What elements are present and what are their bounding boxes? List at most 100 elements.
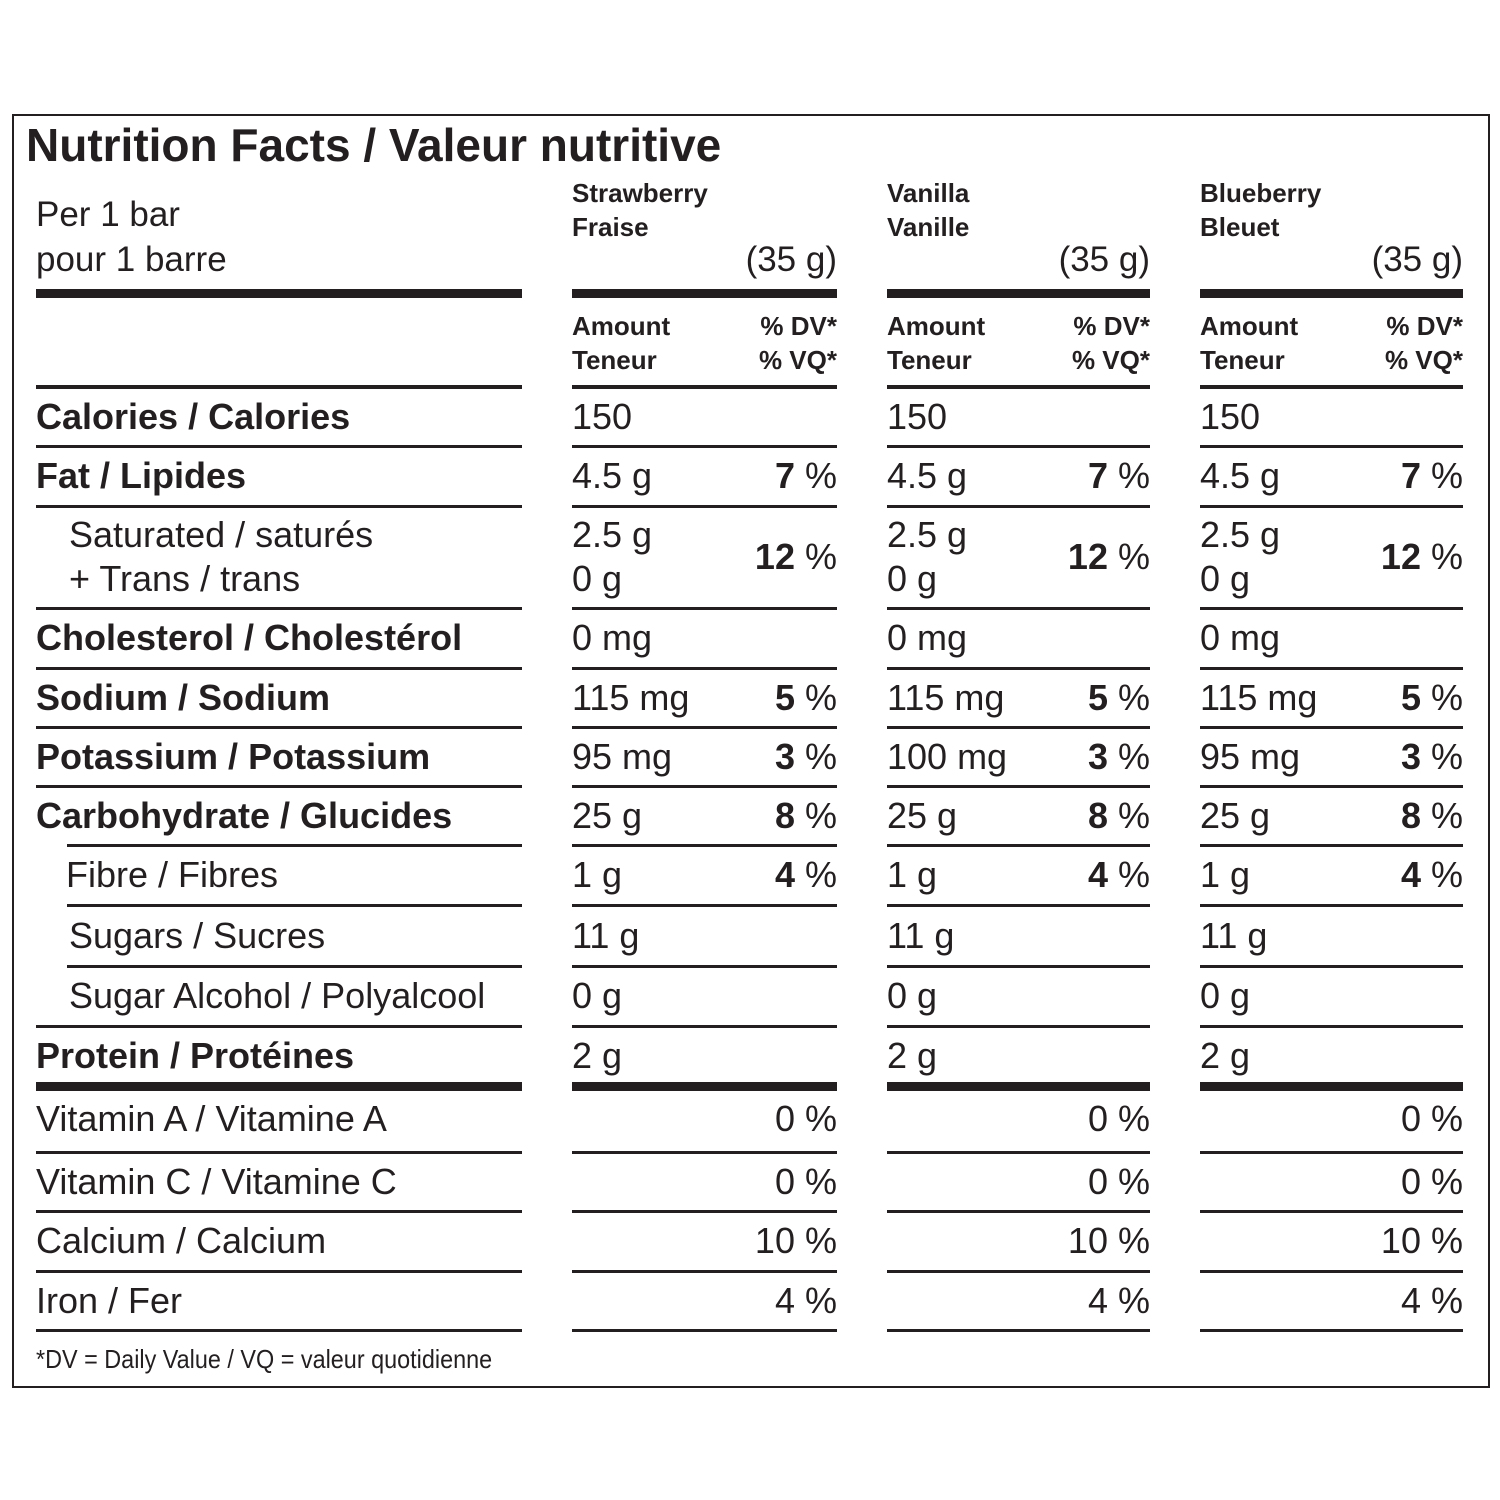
- row-divider: [1200, 844, 1463, 847]
- amount-value: 150: [1200, 395, 1261, 437]
- row-divider: [1200, 1151, 1463, 1154]
- trans-amount-value: 0 g: [572, 558, 623, 599]
- row-divider: [1200, 1270, 1463, 1273]
- dv-percent: 0 %: [774, 1160, 837, 1202]
- dv-percent: 10 %: [1067, 1220, 1150, 1261]
- nutrient-label: Sodium / Sodium: [36, 676, 330, 718]
- row-divider: [572, 1025, 837, 1028]
- thick-divider: [887, 289, 1150, 298]
- row-divider: [887, 667, 1150, 670]
- amount-value: 115 mg: [1200, 676, 1318, 718]
- row-divider: [36, 785, 522, 788]
- amount-header-fr: Teneur: [1200, 345, 1285, 375]
- amount-value: 4.5 g: [1200, 455, 1281, 496]
- row-divider: [36, 445, 522, 448]
- dv-percent: 7 %: [1087, 455, 1150, 496]
- row-divider: [36, 1329, 522, 1332]
- row-divider: [36, 1210, 522, 1213]
- row-divider: [887, 904, 1150, 907]
- flavor-name-fr: Vanille: [887, 212, 970, 242]
- row-divider: [67, 965, 522, 968]
- serving-size-fr: pour 1 barre: [36, 240, 227, 279]
- dv-percent: 12 %: [1380, 536, 1463, 577]
- amount-value: 100 mg: [887, 735, 1008, 777]
- amount-value: 1 g: [572, 854, 623, 895]
- thick-divider: [36, 289, 522, 298]
- flavor-name-en: Vanilla: [887, 178, 970, 208]
- flavor-weight: (35 g): [1371, 240, 1463, 279]
- dv-percent: 4 %: [1400, 854, 1463, 895]
- thick-divider: [1200, 289, 1463, 298]
- amount-value: 1 g: [1200, 854, 1251, 895]
- amount-value: 150: [572, 395, 633, 437]
- row-divider: [1200, 667, 1463, 670]
- dv-percent: 5 %: [774, 676, 837, 718]
- dv-percent: 3 %: [774, 735, 837, 777]
- flavor-weight: (35 g): [745, 240, 837, 279]
- amount-value: 4.5 g: [572, 455, 653, 496]
- flavor-name-fr: Bleuet: [1200, 212, 1280, 242]
- row-divider: [67, 844, 522, 847]
- dv-percent: 0 %: [1087, 1098, 1150, 1139]
- dv-percent: 8 %: [774, 794, 837, 836]
- amount-value: 2.5 g: [572, 514, 653, 555]
- dv-percent: 12 %: [1067, 536, 1150, 577]
- amount-value: 115 mg: [887, 676, 1005, 718]
- row-divider: [887, 1151, 1150, 1154]
- dv-percent: 10 %: [754, 1220, 837, 1261]
- dv-percent: 0 %: [774, 1098, 837, 1139]
- row-divider: [572, 904, 837, 907]
- nutrient-label: Fat / Lipides: [36, 455, 247, 496]
- row-divider: [887, 844, 1150, 847]
- amount-header: Amount: [887, 311, 986, 341]
- amount-value: 0 mg: [887, 617, 968, 658]
- row-divider: [887, 445, 1150, 448]
- vq-header: % VQ*: [758, 345, 837, 375]
- row-divider: [1200, 1329, 1463, 1332]
- dv-percent: 4 %: [1087, 1279, 1150, 1321]
- row-divider: [572, 785, 837, 788]
- row-divider: [887, 1329, 1150, 1332]
- nutrient-label: Potassium / Potassium: [36, 735, 431, 777]
- row-divider: [36, 505, 522, 508]
- nutrient-label-trans: + Trans / trans: [69, 558, 301, 599]
- row-divider: [572, 1082, 837, 1091]
- divider: [1200, 385, 1463, 389]
- nutrient-label: Cholesterol / Cholestérol: [36, 617, 463, 658]
- row-divider: [67, 904, 522, 907]
- dv-percent: 3 %: [1400, 735, 1463, 777]
- amount-value: 25 g: [887, 794, 958, 836]
- dv-percent: 7 %: [774, 455, 837, 496]
- nutrient-label: Iron / Fer: [36, 1279, 183, 1321]
- vq-header: % VQ*: [1071, 345, 1150, 375]
- footnote: *DV = Daily Value / VQ = valeur quotidie…: [36, 1344, 493, 1374]
- flavor-weight: (35 g): [1058, 240, 1150, 279]
- flavor-name-en: Blueberry: [1200, 178, 1322, 208]
- row-divider: [887, 1025, 1150, 1028]
- amount-value: 95 mg: [1200, 735, 1301, 777]
- row-divider: [887, 726, 1150, 729]
- amount-header: Amount: [572, 311, 671, 341]
- row-divider: [1200, 1082, 1463, 1091]
- serving-size-en: Per 1 bar: [36, 195, 180, 234]
- dv-percent: 8 %: [1400, 794, 1463, 836]
- row-divider: [572, 965, 837, 968]
- amount-value: 11 g: [1200, 914, 1268, 956]
- dv-percent: 8 %: [1087, 794, 1150, 836]
- amount-value: 0 mg: [572, 617, 653, 658]
- amount-value: 11 g: [572, 914, 640, 956]
- row-divider: [572, 1329, 837, 1332]
- amount-value: 0 mg: [1200, 617, 1281, 658]
- amount-value: 0 g: [1200, 975, 1251, 1016]
- row-divider: [1200, 726, 1463, 729]
- amount-value: 11 g: [887, 914, 955, 956]
- nutrition-label-frame: [12, 114, 1490, 1388]
- row-divider: [887, 607, 1150, 610]
- thick-divider: [572, 289, 837, 298]
- row-divider: [36, 1270, 522, 1273]
- row-divider: [572, 667, 837, 670]
- trans-amount-value: 0 g: [887, 558, 938, 599]
- vq-header: % VQ*: [1384, 345, 1463, 375]
- flavor-name-fr: Fraise: [572, 212, 649, 242]
- nutrient-label: Calories / Calories: [36, 395, 351, 437]
